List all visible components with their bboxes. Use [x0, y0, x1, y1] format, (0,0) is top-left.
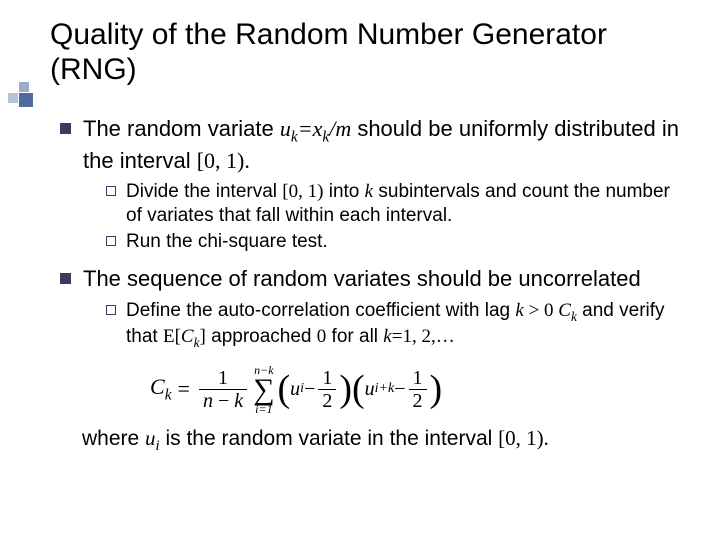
aft-int: [0, 1). — [498, 426, 549, 450]
f-p2-sub: i+k — [375, 380, 395, 398]
s2a-pre: Define the auto-correlation coefficient … — [126, 300, 515, 321]
f-sigma: n−k ∑ i=1 — [253, 364, 274, 415]
f-den-minus: − — [213, 390, 234, 412]
aft-pre: where — [82, 427, 145, 450]
f-p1-hd: 2 — [318, 390, 336, 412]
f-sum-bot: i=1 — [255, 403, 272, 415]
bullet-1: The random variate uk=xk/m should be uni… — [60, 115, 690, 174]
s2a-op: > — [524, 300, 544, 321]
square-bullet-icon — [60, 273, 71, 284]
f-frac: 1 n − k — [199, 367, 247, 412]
b2-text: The sequence of random variates should b… — [83, 265, 690, 293]
f-p1-u: u — [290, 377, 300, 402]
square-bullet-icon — [60, 123, 71, 134]
b1-interval: [0, 1). — [197, 148, 250, 173]
s2a-EC: C — [181, 326, 194, 347]
s2a-k2: k — [383, 326, 391, 347]
s2a-C: C — [558, 300, 571, 321]
slide-body: The random variate uk=xk/m should be uni… — [60, 115, 690, 455]
s2a-eqseq: =1, 2,… — [392, 326, 455, 347]
s1a-k: k — [365, 181, 373, 202]
s1a-pre: Divide the interval — [126, 181, 282, 202]
f-eq: = — [178, 375, 190, 403]
bullet-1-subs: Divide the interval [0, 1) into k subint… — [106, 180, 690, 253]
s2a-Eo: E[ — [163, 326, 181, 347]
f-lhs-sub: k — [165, 387, 172, 404]
open-square-bullet-icon — [106, 236, 116, 246]
open-square-bullet-icon — [106, 186, 116, 196]
f-den-k: k — [234, 390, 243, 412]
aft-u: u — [145, 426, 156, 450]
s2a-k: k — [515, 300, 523, 321]
b1-var-m: m — [335, 116, 351, 141]
b1-sub-k: k — [291, 128, 298, 145]
f-p2-hn: 1 — [409, 367, 427, 389]
f-p2-hd: 2 — [409, 390, 427, 412]
s2a-zero2: 0 — [317, 326, 327, 347]
bullet-2: The sequence of random variates should b… — [60, 265, 690, 293]
s2a-post1: approached — [206, 326, 317, 347]
formula-postscript: where ui is the random variate in the in… — [82, 425, 690, 456]
b1-var-x: x — [313, 116, 323, 141]
f-term1: ( ui − 12 ) — [278, 367, 352, 412]
s2a-post2: for all — [326, 326, 383, 347]
f-den-n: n — [203, 390, 213, 412]
s1b-text: Run the chi-square test. — [126, 230, 690, 254]
autocorrelation-formula: Ck = 1 n − k n−k ∑ i=1 ( ui − 12 ) — [150, 364, 690, 415]
s1a-int: [0, 1) — [282, 181, 323, 202]
f-p2-minus: − — [394, 377, 405, 402]
open-square-bullet-icon — [106, 305, 116, 315]
sub-1a: Divide the interval [0, 1) into k subint… — [106, 180, 690, 228]
f-p1-hn: 1 — [318, 367, 336, 389]
sub-2a: Define the auto-correlation coefficient … — [106, 299, 690, 352]
s2a-zero: 0 — [544, 300, 558, 321]
f-lhs-C: C — [150, 374, 165, 399]
slide-title: Quality of the Random Number Generator (… — [50, 18, 690, 87]
f-frac-num: 1 — [214, 367, 232, 389]
bullet-2-subs: Define the auto-correlation coefficient … — [106, 299, 690, 352]
title-corner-decoration — [8, 82, 40, 114]
b1-eq: = — [298, 116, 313, 141]
f-p2-u: u — [365, 377, 375, 402]
sub-1b: Run the chi-square test. — [106, 230, 690, 254]
s1a-mid: into — [323, 181, 364, 202]
f-p1-minus: − — [304, 377, 315, 402]
b1-var-u: u — [280, 116, 291, 141]
aft-mid: is the random variate in the interval — [160, 427, 499, 450]
b1-pre: The random variate — [83, 116, 280, 141]
f-term2: ( ui+k − 12 ) — [352, 367, 442, 412]
